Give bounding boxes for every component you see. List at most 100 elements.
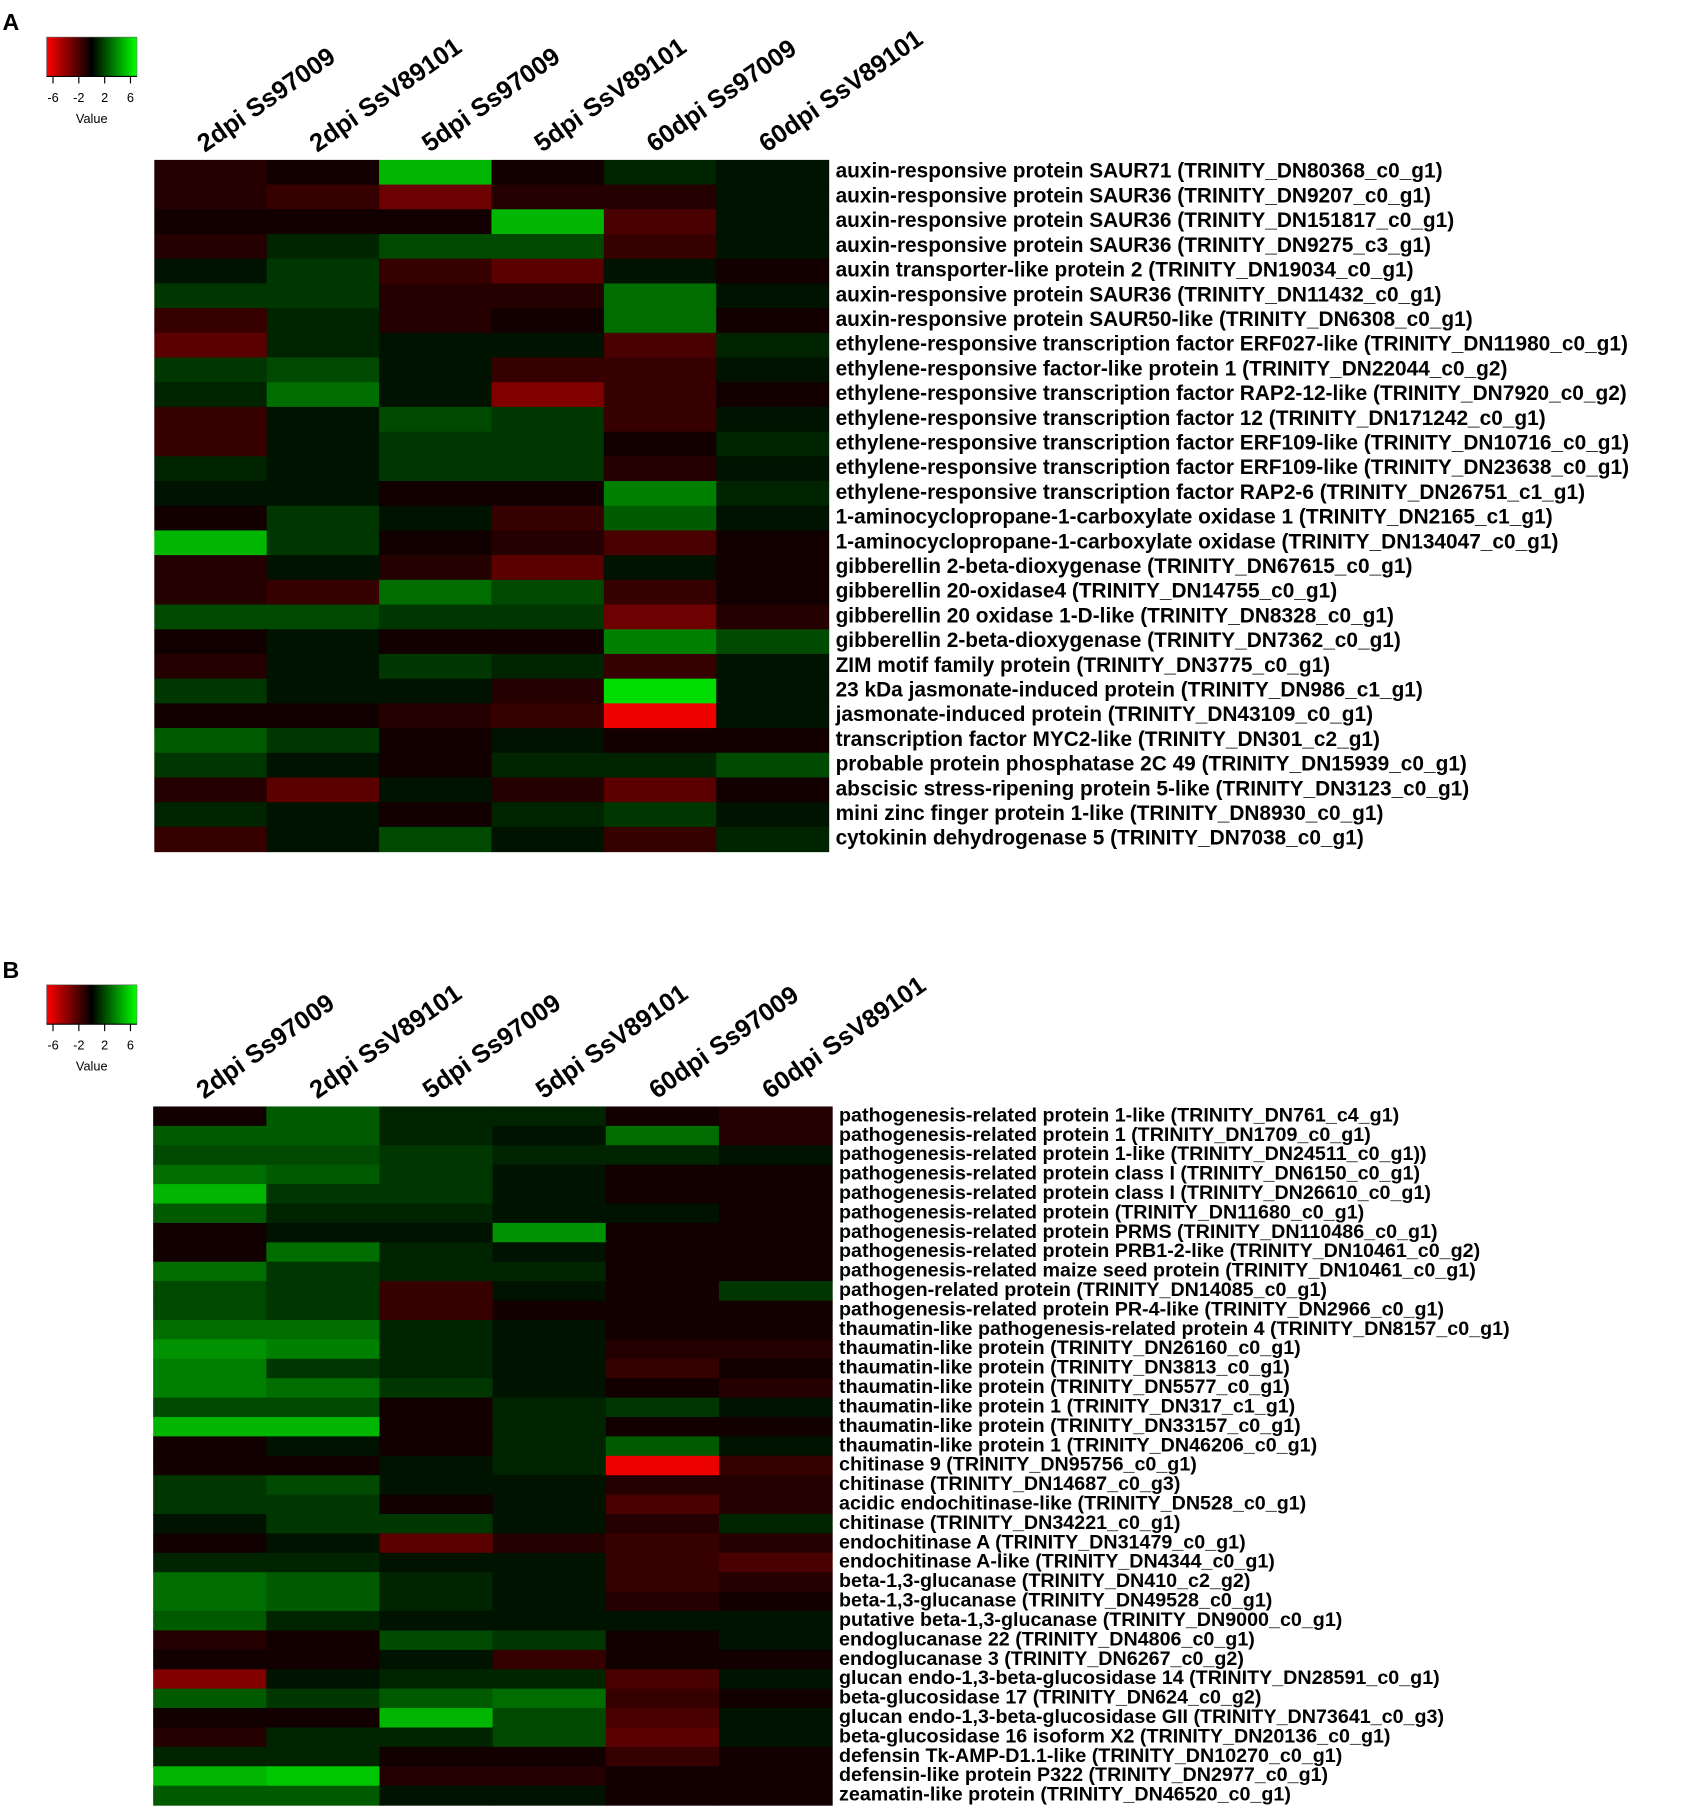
heatmap-cell [718, 1475, 833, 1496]
heatmap-cell [154, 629, 268, 655]
heatmap-cell [379, 1785, 494, 1806]
heatmap-cell [379, 1339, 494, 1360]
heatmap-cell [718, 1339, 833, 1360]
heatmap-cell [491, 530, 605, 556]
heatmap-cell [379, 332, 493, 359]
heatmap-cell [716, 308, 830, 334]
heatmap-cell [492, 1164, 607, 1185]
heatmap-cell [605, 1746, 720, 1767]
heatmap-cell [718, 1281, 833, 1302]
row-label: gibberellin 2-beta-dioxygenase (TRINITY_… [836, 555, 1413, 578]
heatmap-cell [266, 505, 380, 532]
heatmap-cell [716, 431, 830, 457]
heatmap-cell [492, 1572, 607, 1593]
heatmap-cell [492, 1746, 607, 1767]
heatmap-cell [605, 1766, 720, 1787]
heatmap-cell [491, 777, 605, 803]
heatmap-cell [266, 1669, 381, 1690]
heatmap-cell [492, 1203, 607, 1224]
heatmap-cell [266, 1475, 381, 1496]
heatmap-cell [605, 1436, 720, 1457]
heatmap-cell [379, 1164, 494, 1185]
row-label: beta-glucosidase 17 (TRINITY_DN624_c0_g2… [839, 1687, 1261, 1709]
heatmap-cell [603, 802, 717, 828]
heatmap-cell [603, 826, 717, 853]
heatmap-cell [266, 604, 380, 630]
heatmap-cell [154, 802, 268, 828]
heatmap-cell [716, 456, 830, 482]
row-label: auxin-responsive protein SAUR36 (TRINITY… [836, 283, 1442, 306]
heatmap-cell [154, 382, 268, 408]
heatmap-cell [266, 406, 380, 433]
heatmap-cell [718, 1727, 833, 1748]
heatmap-cell [153, 1688, 267, 1709]
heatmap-cell [153, 1533, 267, 1554]
heatmap-cell [154, 752, 268, 779]
row-label: ethylene-responsive transcription factor… [836, 481, 1585, 504]
heatmap-cell [491, 159, 605, 186]
heatmap-cell [266, 1242, 381, 1263]
heatmap-cell [492, 1378, 607, 1399]
heatmap-cell [718, 1688, 833, 1709]
heatmap-cell [603, 159, 717, 186]
heatmap-cell [491, 678, 605, 704]
row-label: pathogenesis-related protein (TRINITY_DN… [839, 1201, 1364, 1223]
heatmap-cell [266, 1494, 381, 1515]
row-label: ethylene-responsive transcription factor… [836, 382, 1627, 405]
heatmap-cell [718, 1125, 833, 1146]
heatmap-cell [379, 1281, 494, 1302]
heatmap-cell [718, 1261, 833, 1282]
heatmap-cell [379, 406, 493, 433]
row-label: thaumatin-like protein (TRINITY_DN26160_… [839, 1337, 1301, 1359]
heatmap-cell [718, 1533, 833, 1554]
heatmap-cell [154, 579, 268, 606]
heatmap-cell [603, 604, 717, 630]
heatmap-cell [718, 1184, 833, 1205]
heatmap-cell [716, 332, 830, 359]
heatmap-cell [266, 1125, 381, 1146]
heatmap-cell [379, 1533, 494, 1554]
heatmap-cell [154, 357, 268, 383]
heatmap-cell [154, 555, 268, 581]
heatmap-cell [603, 777, 717, 803]
heatmap-cell [266, 1513, 381, 1534]
heatmap-cell [379, 481, 493, 507]
heatmap-cell [153, 1125, 267, 1146]
heatmap-cell [153, 1746, 267, 1767]
heatmap-cell [379, 1358, 494, 1379]
heatmap-cell [718, 1164, 833, 1185]
heatmap-cell [605, 1533, 720, 1554]
heatmap-cell [718, 1145, 833, 1166]
heatmap-cell [718, 1746, 833, 1767]
row-label: auxin transporter-like protein 2 (TRINIT… [836, 259, 1414, 282]
panel-label: A [3, 9, 20, 35]
heatmap-cell [718, 1513, 833, 1534]
row-label: defensin Tk-AMP-D1.1-like (TRINITY_DN102… [839, 1745, 1342, 1767]
heatmap-cell [605, 1339, 720, 1360]
heatmap-cell [266, 1184, 381, 1205]
heatmap-cell [153, 1281, 267, 1302]
heatmap-cell [379, 431, 493, 457]
heatmap-cell [379, 1184, 494, 1205]
heatmap-cell [154, 826, 268, 853]
key-tick-label: -2 [73, 1038, 84, 1053]
heatmap-cell [716, 209, 830, 235]
heatmap-cell [379, 678, 493, 704]
row-label: gibberellin 20-oxidase4 (TRINITY_DN14755… [836, 580, 1338, 603]
heatmap-cell [491, 555, 605, 581]
heatmap-cell [379, 1455, 494, 1476]
heatmap-cell [379, 777, 493, 803]
heatmap-cell [266, 1630, 381, 1651]
heatmap-cell [718, 1242, 833, 1263]
heatmap-cell [603, 406, 717, 433]
heatmap-cell [718, 1572, 833, 1593]
heatmap-cell [266, 653, 380, 680]
heatmap-cell [379, 1261, 494, 1282]
heatmap-cell [603, 555, 717, 581]
heatmap-cell [718, 1222, 833, 1243]
heatmap-cell [716, 159, 830, 186]
heatmap-cell [492, 1591, 607, 1612]
color-key [46, 36, 138, 77]
heatmap-cell [266, 1222, 381, 1243]
